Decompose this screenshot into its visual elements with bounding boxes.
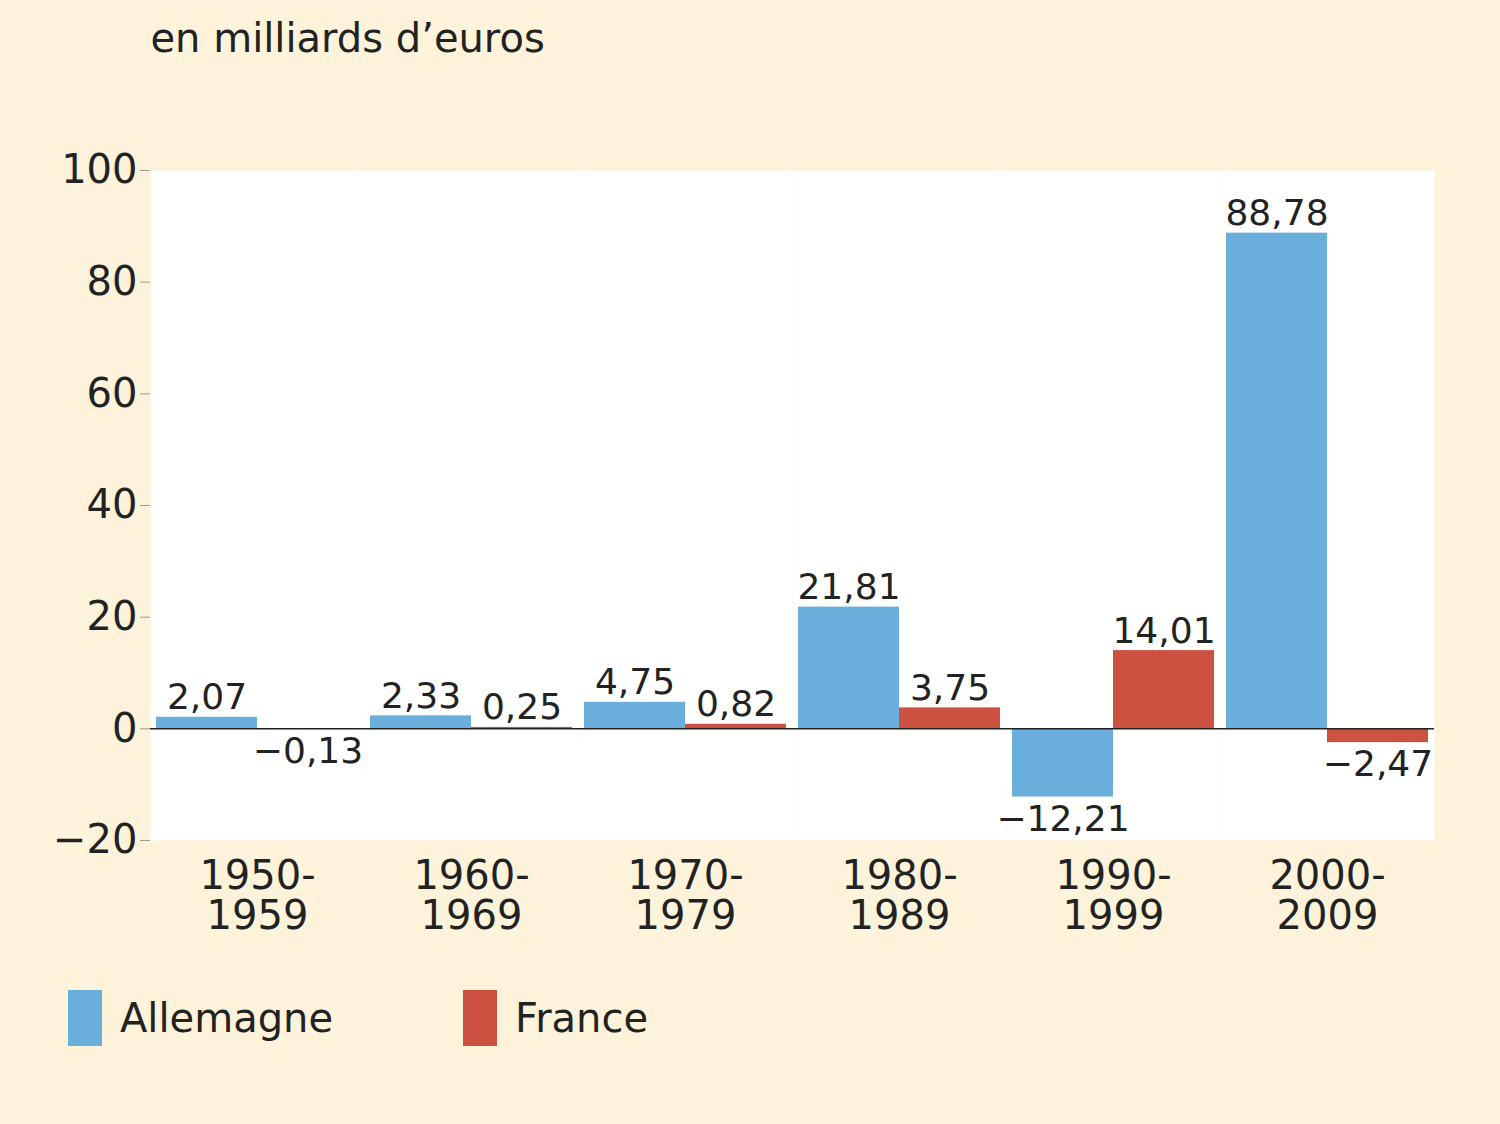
svg-text:en milliards d’euros: en milliards d’euros <box>151 20 545 61</box>
svg-text:0: 0 <box>112 705 137 751</box>
svg-text:−12,21: −12,21 <box>996 798 1129 839</box>
svg-text:0,25: 0,25 <box>482 686 562 727</box>
svg-text:−20: −20 <box>53 816 137 862</box>
html-text:Allemagne: Allemagne <box>120 995 333 1041</box>
svg-text:40: 40 <box>87 481 138 527</box>
svg-text:2,33: 2,33 <box>381 675 461 716</box>
svg-text:1950-1959: 1950-1959 <box>199 852 315 938</box>
svg-text:2000-2009: 2000-2009 <box>1269 852 1385 938</box>
svg-text:100: 100 <box>61 146 137 192</box>
svg-text:1970-1979: 1970-1979 <box>627 852 743 938</box>
svg-text:21,81: 21,81 <box>797 566 900 607</box>
svg-text:20: 20 <box>87 593 138 639</box>
svg-text:88,78: 88,78 <box>1225 192 1328 233</box>
svg-text:0,82: 0,82 <box>696 683 776 724</box>
svg-text:−2,47: −2,47 <box>1323 743 1433 784</box>
svg-text:3,75: 3,75 <box>910 667 990 708</box>
svg-text:14,01: 14,01 <box>1112 610 1215 651</box>
html-text:France: France <box>515 995 648 1041</box>
svg-text:1980-1989: 1980-1989 <box>841 852 957 938</box>
svg-text:80: 80 <box>87 258 138 304</box>
svg-text:−0,13: −0,13 <box>253 730 363 771</box>
svg-text:1990-1999: 1990-1999 <box>1055 852 1171 938</box>
svg-text:60: 60 <box>87 370 138 416</box>
svg-text:4,75: 4,75 <box>595 661 675 702</box>
svg-text:2,07: 2,07 <box>167 676 247 717</box>
svg-text:1960-1969: 1960-1969 <box>413 852 529 938</box>
